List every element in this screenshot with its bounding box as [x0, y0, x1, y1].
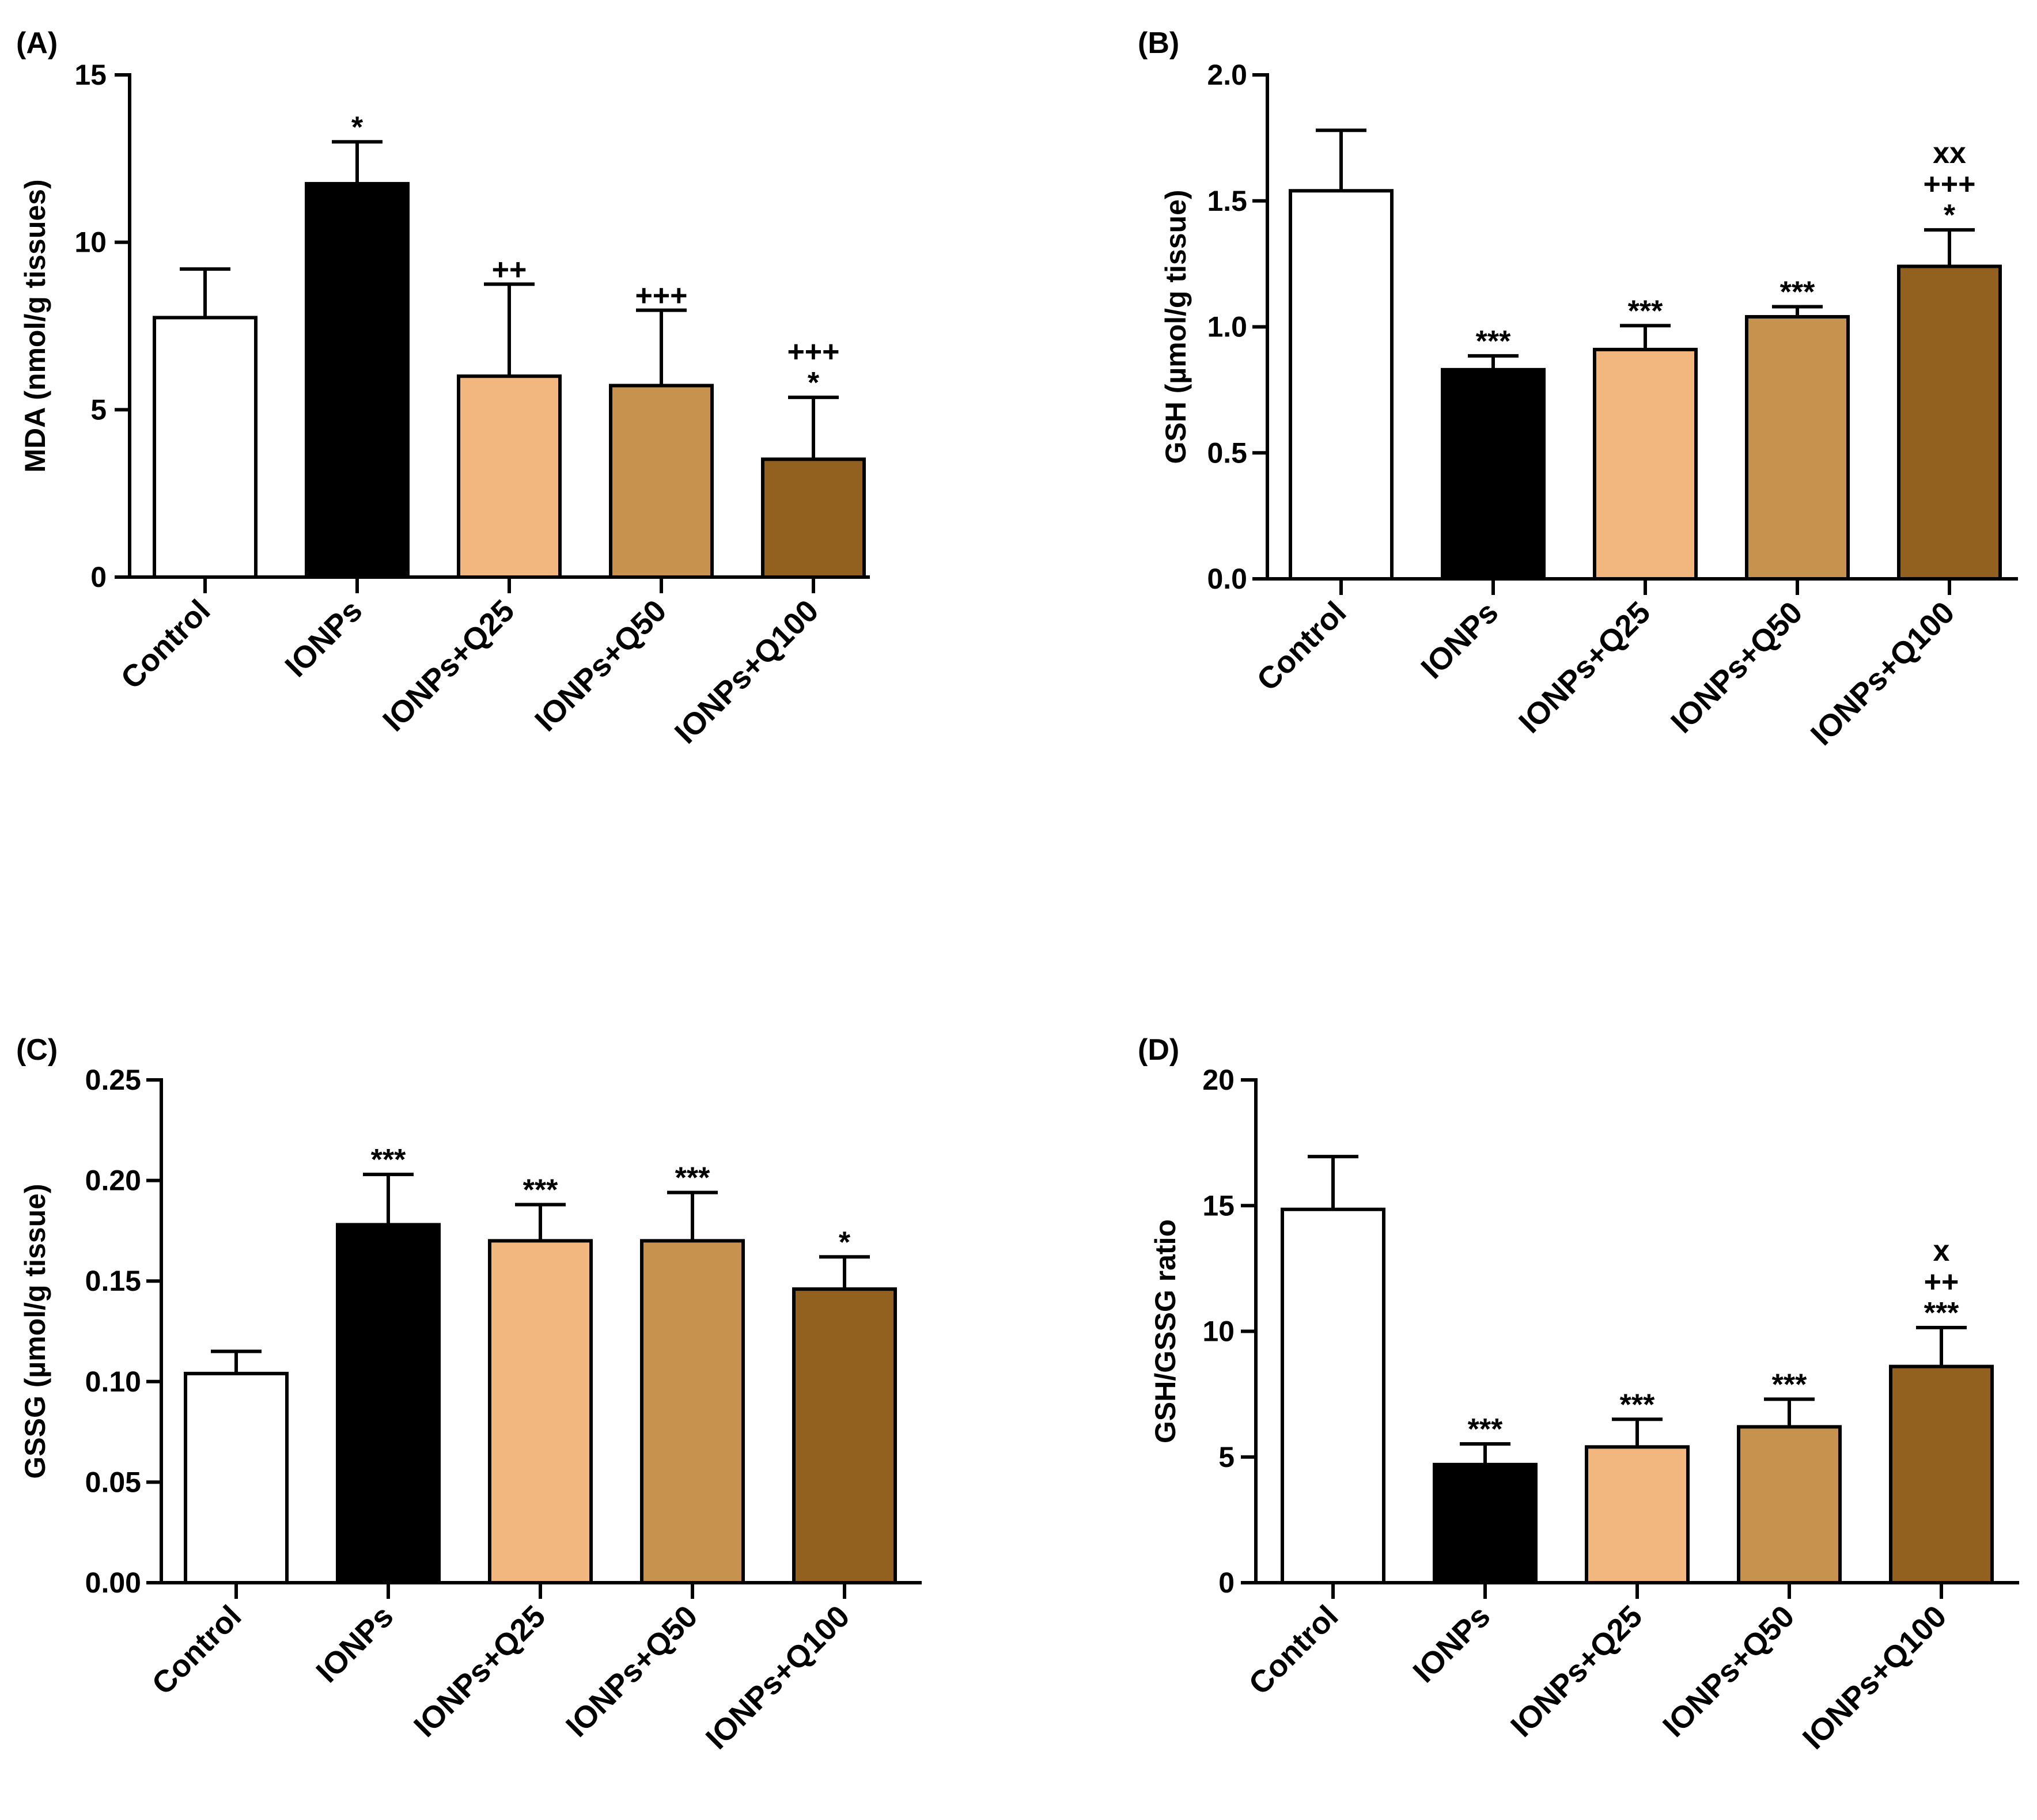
bar-ionps-q50 — [640, 1239, 745, 1585]
category-label-ionps-q50: IONPs+Q50 — [1664, 595, 1809, 740]
y-tick-label: 20 — [1202, 1064, 1235, 1096]
panel-label: (B) — [1138, 26, 1179, 60]
significance-label-ionps-q50: *** — [1780, 276, 1815, 309]
y-axis-title: GSH/GSSG ratio — [1149, 1219, 1182, 1443]
y-tick-label: 15 — [1202, 1189, 1235, 1222]
bar-ionps-q25 — [488, 1239, 593, 1585]
bar-control — [153, 316, 258, 579]
significance-label-ionps-q25: ++ — [492, 253, 527, 286]
y-tick-label: 0.05 — [85, 1466, 141, 1498]
significance-label-ionps: *** — [1476, 325, 1511, 358]
category-label-control: Control — [114, 593, 217, 696]
y-tick-label: 0.0 — [1207, 563, 1247, 595]
significance-label-ionps-q100: x — [1933, 1234, 1950, 1268]
y-tick-label: 10 — [1202, 1315, 1235, 1348]
category-label-ionps-q50: IONPs+Q50 — [559, 1599, 704, 1743]
significance-label-ionps-q100: +++ — [787, 335, 839, 369]
y-tick-label: 0 — [90, 561, 107, 593]
y-tick-label: 5 — [90, 393, 107, 426]
bar-control — [184, 1371, 289, 1585]
bar-control — [1281, 1207, 1385, 1585]
bar-ionps-q50 — [609, 384, 714, 579]
bar-ionps — [336, 1223, 441, 1585]
y-tick-label: 0 — [1218, 1567, 1235, 1599]
category-label-ionps: IONPs — [278, 593, 369, 684]
significance-label-ionps-q100: ++ — [1924, 1265, 1959, 1299]
significance-label-ionps-q50: *** — [675, 1162, 710, 1195]
significance-label-ionps: *** — [1468, 1413, 1503, 1446]
panel-label: (A) — [16, 26, 58, 60]
category-label-control: Control — [1242, 1599, 1345, 1701]
bar-ionps-q100 — [1889, 1364, 1994, 1585]
y-tick-label: 5 — [1218, 1441, 1235, 1473]
panel-b: (B) Control *** IONPs *** IONPs+Q25 *** IONPs+Q… — [1138, 26, 2018, 752]
bar-ionps — [1441, 367, 1546, 581]
panel-a: (A) Control * IONPs ++ IONPs+Q25 +++ IONPs+Q50 +… — [16, 26, 870, 750]
category-label-ionps-q25: IONPs+Q25 — [1504, 1599, 1649, 1743]
significance-label-ionps-q100: * — [839, 1226, 851, 1259]
bar-ionps-q100 — [1897, 264, 2002, 581]
significance-label-ionps-q100: +++ — [1923, 168, 1975, 201]
y-axis-title: GSH (µmol/g tissue) — [1160, 189, 1192, 464]
significance-label-ionps-q25: *** — [1620, 1388, 1655, 1421]
y-tick-label: 0.5 — [1207, 437, 1247, 469]
category-label-ionps: IONPs — [1414, 595, 1505, 685]
y-tick-label: 0.10 — [85, 1366, 141, 1398]
y-axis-title: MDA (nmol/g tissues) — [19, 179, 51, 472]
significance-label-ionps-q25: *** — [1628, 294, 1663, 328]
category-label-ionps-q25: IONPs+Q25 — [407, 1599, 552, 1743]
category-label-ionps-q50: IONPs+Q50 — [1656, 1599, 1801, 1743]
category-label-ionps-q100: IONPs+Q100 — [1804, 595, 1962, 752]
bar-ionps-q25 — [457, 374, 562, 579]
category-label-control: Control — [145, 1599, 248, 1701]
y-tick-label: 0.00 — [85, 1567, 141, 1599]
y-tick-label: 2.0 — [1207, 59, 1247, 91]
category-label-ionps-q50: IONPs+Q50 — [528, 593, 673, 738]
bar-ionps-q25 — [1585, 1445, 1690, 1585]
category-label-ionps-q25: IONPs+Q25 — [1512, 595, 1657, 740]
y-tick-label: 1.5 — [1207, 185, 1247, 217]
y-tick-label: 15 — [74, 59, 107, 91]
category-label-ionps: IONPs — [1406, 1599, 1497, 1689]
significance-label-ionps-q100: xx — [1933, 136, 1966, 170]
bar-ionps-q50 — [1737, 1425, 1842, 1585]
y-tick-label: 1.0 — [1207, 311, 1247, 343]
panel-c: (C) Control *** IONPs *** IONPs+Q25 *** IONPs+Q… — [16, 1033, 922, 1756]
y-tick-label: 0.25 — [85, 1064, 141, 1096]
significance-label-ionps-q100: *** — [1924, 1296, 1959, 1330]
significance-label-ionps: * — [351, 111, 364, 144]
significance-label-ionps-q50: +++ — [635, 279, 687, 313]
category-label-control: Control — [1250, 595, 1353, 697]
category-label-ionps-q25: IONPs+Q25 — [376, 593, 521, 738]
panel-label: (D) — [1138, 1033, 1179, 1067]
significance-label-ionps: *** — [371, 1143, 406, 1177]
y-tick-label: 0.15 — [85, 1265, 141, 1297]
y-tick-label: 10 — [74, 226, 107, 259]
significance-label-ionps-q50: *** — [1772, 1368, 1807, 1401]
bar-control — [1289, 189, 1394, 581]
bar-ionps-q50 — [1745, 315, 1850, 581]
bar-ionps-q25 — [1593, 347, 1698, 581]
significance-label-ionps-q100: * — [808, 366, 820, 400]
panel-label: (C) — [16, 1033, 58, 1067]
significance-label-ionps-q25: *** — [523, 1174, 558, 1207]
bar-ionps-q100 — [761, 457, 866, 579]
panel-d: (D) Control *** IONPs *** IONPs+Q25 *** IONPs+Q… — [1138, 1033, 2019, 1756]
category-label-ionps-q100: IONPs+Q100 — [1796, 1599, 1953, 1756]
bar-ionps — [1433, 1462, 1538, 1584]
bar-ionps — [305, 181, 410, 579]
category-label-ionps-q100: IONPs+Q100 — [668, 593, 826, 750]
bar-ionps-q100 — [792, 1287, 897, 1584]
category-label-ionps-q100: IONPs+Q100 — [699, 1599, 857, 1756]
y-axis-title: GSSG (µmol/g tissue) — [19, 1184, 51, 1478]
y-tick-label: 0.20 — [85, 1165, 141, 1197]
category-label-ionps: IONPs — [309, 1599, 400, 1689]
significance-label-ionps-q100: * — [1944, 199, 1956, 232]
